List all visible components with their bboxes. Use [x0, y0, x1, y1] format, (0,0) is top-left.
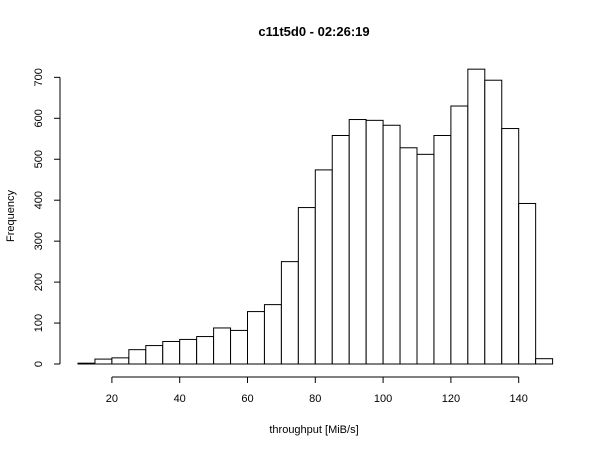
histogram-bar	[416, 153, 435, 365]
histogram-bar	[535, 358, 554, 365]
histogram-bar	[433, 135, 452, 365]
y-tick-label: 500	[33, 150, 45, 168]
histogram-bar	[213, 327, 232, 365]
x-tick-label: 20	[106, 393, 118, 405]
histogram-bar	[280, 261, 299, 365]
histogram-bar	[145, 345, 164, 365]
bars-group	[77, 68, 554, 365]
chart-title: c11t5d0 - 02:26:19	[258, 24, 369, 39]
histogram-bar	[331, 135, 350, 365]
histogram-bar	[365, 119, 384, 365]
histogram-bar	[382, 124, 401, 365]
x-tick-label: 80	[309, 393, 321, 405]
y-tick-label: 400	[33, 191, 45, 209]
y-tick-label: 300	[33, 232, 45, 250]
histogram-bar	[263, 304, 282, 365]
histogram-bar	[162, 340, 181, 365]
y-tick-label: 600	[33, 109, 45, 127]
histogram-bar	[128, 349, 147, 365]
histogram-bar	[247, 311, 265, 365]
histogram-bar	[94, 358, 113, 365]
x-axis-label: throughput [MiB/s]	[269, 424, 358, 436]
x-tick-label: 120	[442, 393, 460, 405]
y-axis: 0 100 200 300 400 500 600 700	[33, 68, 61, 367]
histogram-bar	[501, 128, 520, 365]
x-tick-label: 40	[174, 393, 186, 405]
x-axis: 20 40 60 80 100 120 140	[106, 376, 528, 405]
histogram-bar	[467, 68, 486, 365]
y-tick-label: 100	[33, 314, 45, 332]
histogram-bar	[518, 202, 537, 365]
histogram-bar	[77, 362, 96, 365]
x-tick-label: 140	[510, 393, 528, 405]
histogram-bar	[179, 338, 198, 365]
histogram-bar	[297, 207, 316, 365]
x-tick-label: 100	[374, 393, 392, 405]
histogram-bar	[348, 119, 367, 365]
histogram-bar	[111, 357, 130, 365]
y-axis-label: Frequency	[5, 190, 17, 242]
histogram-bar	[230, 329, 249, 365]
histogram-bar	[196, 336, 215, 365]
y-tick-label: 200	[33, 273, 45, 291]
y-tick-label: 0	[33, 361, 45, 367]
histogram-bar	[399, 147, 418, 365]
histogram-bar	[314, 169, 333, 365]
histogram-bar	[450, 105, 469, 365]
histogram-bar	[484, 79, 503, 365]
x-tick-label: 60	[241, 393, 253, 405]
y-tick-label: 700	[33, 68, 45, 86]
